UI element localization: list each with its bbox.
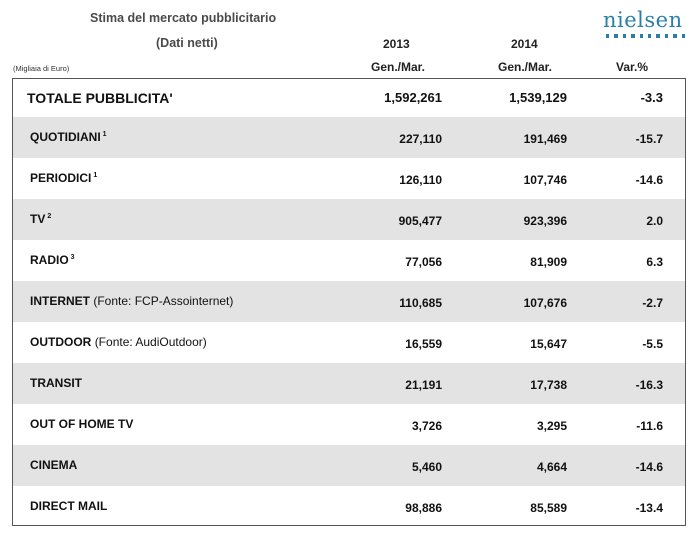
table-row: RADIO 3 77,056 81,909 6.3	[13, 240, 685, 281]
value-variation: -13.4	[635, 501, 663, 515]
table-row: QUOTIDIANI 1 227,110 191,469 -15.7	[13, 117, 685, 158]
value-2013: 1,592,261	[384, 90, 442, 105]
source-note: (Fonte: FCP-Assointernet)	[93, 294, 234, 308]
row-label: TRANSIT	[30, 376, 82, 390]
row-label: CINEMA	[30, 458, 78, 472]
row-label: INTERNET (Fonte: FCP-Assointernet)	[30, 294, 234, 308]
value-2014: 191,469	[523, 132, 567, 146]
row-label: OUT OF HOME TV	[30, 417, 134, 431]
footnote-mark: 2	[47, 213, 52, 220]
value-variation: 6.3	[646, 255, 663, 269]
table-row: OUTDOOR (Fonte: AudiOutdoor) 16,559 15,6…	[13, 322, 685, 363]
value-2013: 110,685	[399, 296, 442, 310]
value-2014: 1,539,129	[509, 90, 567, 105]
source-note: (Fonte: AudiOutdoor)	[94, 335, 207, 349]
value-2013: 227,110	[399, 132, 442, 146]
value-2014: 85,589	[530, 501, 567, 515]
value-variation: 2.0	[646, 214, 663, 228]
value-2014: 15,647	[530, 337, 567, 351]
row-label: TV 2	[30, 212, 52, 226]
row-label: PERIODICI 1	[30, 171, 98, 185]
table-row: INTERNET (Fonte: FCP-Assointernet) 110,6…	[13, 281, 685, 322]
table-row: DIRECT MAIL 98,886 85,589 -13.4	[13, 486, 685, 525]
column-2013-period: Gen./Mar.	[371, 60, 426, 74]
logo-dots	[603, 34, 686, 38]
row-label: QUOTIDIANI 1	[30, 130, 107, 144]
footnote-mark: 1	[93, 172, 98, 179]
value-2013: 21,191	[405, 378, 442, 392]
nielsen-logo: nielsen	[603, 8, 686, 43]
row-label: OUTDOOR (Fonte: AudiOutdoor)	[30, 335, 207, 349]
logo-wordmark: nielsen	[603, 8, 683, 32]
value-variation: -3.3	[640, 90, 663, 105]
value-variation: -15.7	[635, 132, 663, 146]
column-2014-period: Gen./Mar.	[498, 60, 553, 74]
table-row: TRANSIT 21,191 17,738 -16.3	[13, 363, 685, 404]
value-2013: 16,559	[405, 337, 442, 351]
value-2014: 17,738	[530, 378, 567, 392]
value-variation: -5.5	[642, 337, 663, 351]
value-2014: 3,295	[536, 419, 567, 433]
report-title: Stima del mercato pubblicitario	[90, 11, 277, 25]
value-2013: 5,460	[411, 460, 442, 474]
value-2013: 3,726	[411, 419, 442, 433]
table-row: TV 2 905,477 923,396 2.0	[13, 199, 685, 240]
footnote-mark: 1	[102, 131, 107, 138]
table-row: PERIODICI 1 126,110 107,746 -14.6	[13, 158, 685, 199]
column-2013-year: 2013	[383, 37, 410, 51]
column-2014-year: 2014	[511, 37, 538, 51]
value-2014: 4,664	[536, 460, 567, 474]
row-label: RADIO 3	[30, 253, 75, 267]
value-variation: -2.7	[642, 296, 663, 310]
value-2014: 107,746	[523, 173, 567, 187]
value-2014: 923,396	[523, 214, 567, 228]
table-row-total: TOTALE PUBBLICITA' 1,592,261 1,539,129 -…	[13, 79, 685, 117]
value-2013: 126,110	[399, 173, 442, 187]
value-variation: -11.6	[636, 419, 663, 433]
unit-note: (Migliaia di Euro)	[13, 64, 70, 73]
column-variation: Var.%	[616, 60, 649, 74]
value-2014: 81,909	[530, 255, 567, 269]
row-label: TOTALE PUBBLICITA'	[27, 90, 173, 106]
value-variation: -14.6	[635, 460, 663, 474]
table-row: OUT OF HOME TV 3,726 3,295 -11.6	[13, 404, 685, 445]
table-header: Stima del mercato pubblicitario (Dati ne…	[0, 0, 700, 84]
value-2013: 98,886	[405, 501, 442, 515]
value-2013: 905,477	[398, 214, 442, 228]
value-variation: -16.3	[635, 378, 663, 392]
table-row: CINEMA 5,460 4,664 -14.6	[13, 445, 685, 486]
footnote-mark: 3	[70, 254, 75, 261]
value-2013: 77,056	[405, 255, 442, 269]
value-2014: 107,676	[523, 296, 567, 310]
value-variation: -14.6	[635, 173, 663, 187]
row-label: DIRECT MAIL	[30, 499, 108, 513]
report-subtitle: (Dati netti)	[156, 36, 218, 50]
market-table: TOTALE PUBBLICITA' 1,592,261 1,539,129 -…	[12, 78, 686, 526]
